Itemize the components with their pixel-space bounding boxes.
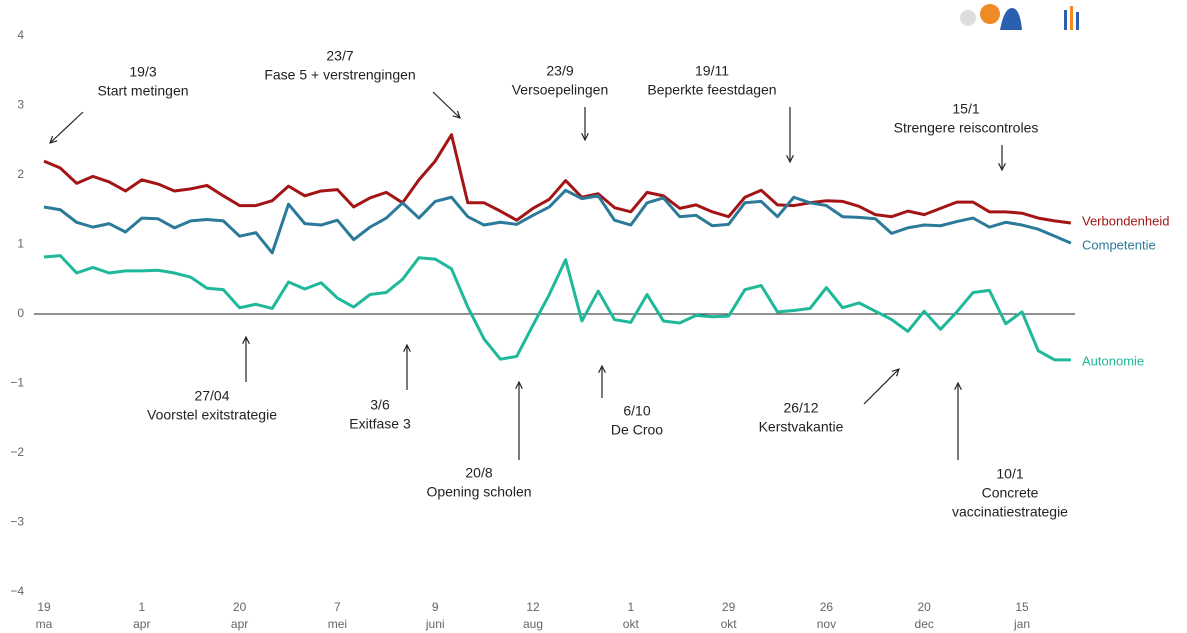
x-tick-label: 15 jan	[1014, 599, 1030, 633]
x-tick-label: 7 mei	[328, 599, 347, 633]
annotation-text: Exitfase 3	[349, 416, 411, 432]
x-tick-label: 29 okt	[721, 599, 737, 633]
annotation-date: 23/9	[546, 63, 573, 79]
chart: −4 −3 −2 −1 0 1 2 3 4 Verbondenheid Competentie Aut…	[0, 0, 1187, 631]
x-tick-label: 26 nov	[817, 599, 836, 633]
x-tick-label: 20 apr	[231, 599, 248, 633]
y-tick-label: 2	[17, 167, 24, 181]
series-label: Verbondenheid	[1082, 213, 1169, 228]
y-tick-label: 0	[17, 306, 24, 320]
annotation-text: Start metingen	[97, 83, 188, 99]
annotation-text: Fase 5 + verstrengingen	[264, 67, 415, 83]
annotation-date: 20/8	[465, 465, 492, 481]
annotation-date: 23/7	[326, 48, 353, 64]
y-tick-label: 1	[17, 237, 24, 251]
annotation-text: Opening scholen	[426, 484, 531, 500]
series-line	[44, 256, 1071, 360]
annotation-date: 6/10	[623, 403, 650, 419]
annotation-date: 15/1	[952, 101, 979, 117]
annotation-arrow	[50, 112, 83, 143]
annotation-date: 10/1	[996, 466, 1023, 482]
series-line	[44, 135, 1071, 223]
series-label: Competentie	[1082, 237, 1156, 252]
x-tick-label: 9 juni	[426, 599, 445, 633]
annotation-date: 26/12	[783, 400, 818, 416]
logo	[960, 4, 1079, 30]
annotation-arrow	[433, 92, 460, 118]
y-tick-label: −3	[10, 515, 24, 529]
annotation-text: Kerstvakantie	[759, 419, 844, 435]
y-tick-label: −1	[10, 376, 24, 390]
annotation-text: Beperkte feestdagen	[647, 82, 776, 98]
annotation-text: Versoepelingen	[512, 82, 609, 98]
annotation-text: Voorstel exitstrategie	[147, 407, 277, 423]
y-tick-label: 4	[17, 28, 24, 42]
y-tick-label: −2	[10, 445, 24, 459]
x-tick-label: 20 dec	[915, 599, 934, 633]
x-tick-label: 1 okt	[623, 599, 639, 633]
series-label: Autonomie	[1082, 353, 1144, 368]
annotation-date: 3/6	[370, 397, 390, 413]
annotation-text: vaccinatiestrategie	[952, 504, 1068, 520]
y-tick-label: 3	[17, 98, 24, 112]
x-tick-label: 12 aug	[523, 599, 543, 633]
annotation-date: 19/11	[695, 63, 729, 79]
annotation-date: 19/3	[129, 64, 156, 80]
annotation-arrow	[864, 369, 899, 404]
series-line	[44, 190, 1071, 253]
x-tick-label: 19 ma	[36, 599, 53, 633]
annotation-text: Strengere reiscontroles	[894, 120, 1039, 136]
page: {"chart_data": {"type": "line", "categor…	[0, 0, 1187, 631]
y-tick-label: −4	[10, 584, 24, 598]
annotation-date: 27/04	[194, 388, 229, 404]
annotation-text: De Croo	[611, 422, 663, 438]
annotation-text: Concrete	[982, 485, 1039, 501]
x-tick-label: 1 apr	[133, 599, 150, 633]
